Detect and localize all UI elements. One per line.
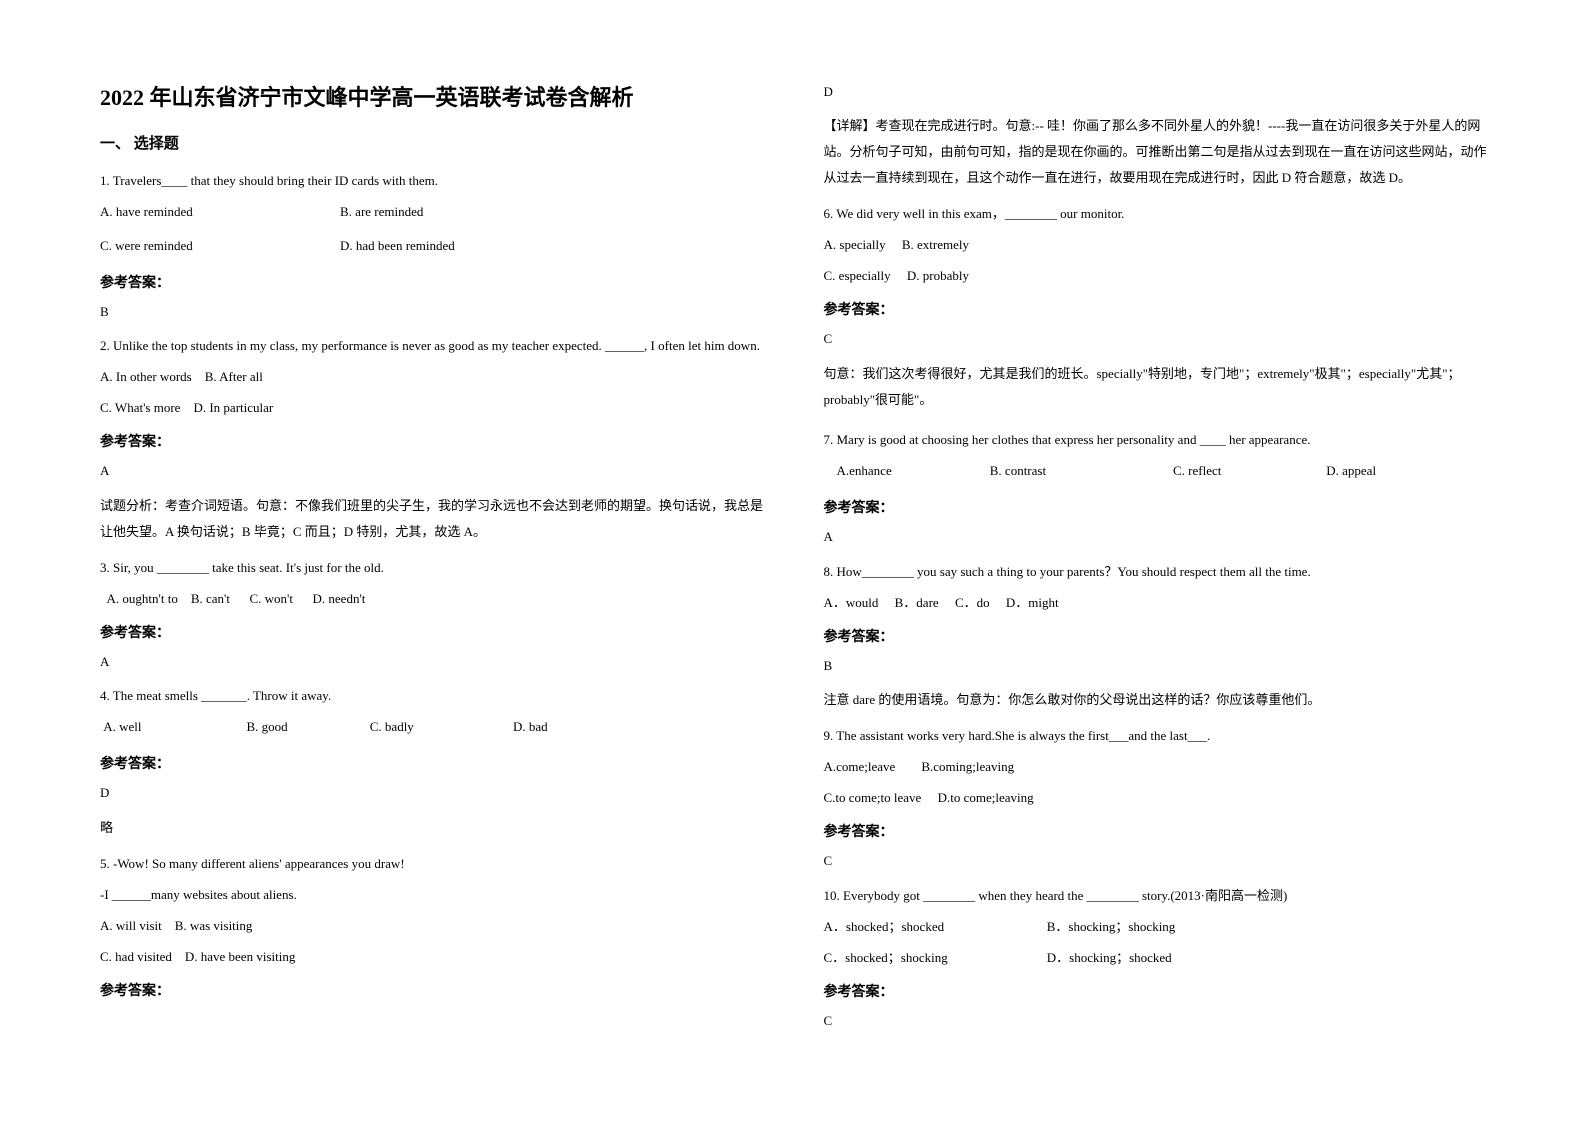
- q4-options: A. well B. good C. badly D. bad: [100, 714, 764, 740]
- q4-explanation: 略: [100, 815, 764, 841]
- question-3: 3. Sir, you ________ take this seat. It'…: [100, 555, 764, 581]
- q5-answer-label: 参考答案：: [100, 980, 764, 1000]
- q1-answer: B: [100, 300, 764, 323]
- q3-answer: A: [100, 650, 764, 673]
- q6-options-row2: C. especially D. probably: [824, 263, 1488, 289]
- q2-optB: B. After all: [205, 369, 263, 384]
- q2-optA: A. In other words: [100, 369, 192, 384]
- q3-optC: C. won't: [250, 591, 294, 606]
- section-header: 一、 选择题: [100, 132, 764, 153]
- q9-options-row2: C.to come;to leave D.to come;leaving: [824, 785, 1488, 811]
- q3-optD: D. needn't: [313, 591, 366, 606]
- q8-optB: B．dare: [895, 595, 939, 610]
- q6-optB: B. extremely: [902, 237, 969, 252]
- q7-optD: D. appeal: [1326, 463, 1376, 478]
- q9-optB: B.coming;leaving: [921, 759, 1014, 774]
- q5-optA: A. will visit: [100, 918, 162, 933]
- q6-optC: C. especially: [824, 268, 891, 283]
- q6-optD: D. probably: [907, 268, 969, 283]
- q6-explanation: 句意：我们这次考得很好，尤其是我们的班长。specially"特别地，专门地"；…: [824, 361, 1488, 413]
- q4-optD: D. bad: [513, 719, 548, 734]
- q5-optD: D. have been visiting: [185, 949, 295, 964]
- q7-answer: A: [824, 525, 1488, 548]
- q7-optA: A.enhance: [837, 458, 987, 484]
- q1-optC: C. were reminded: [100, 233, 280, 259]
- q5-optC: C. had visited: [100, 949, 172, 964]
- q9-answer-label: 参考答案：: [824, 821, 1488, 841]
- q8-explanation: 注意 dare 的使用语境。句意为：你怎么敢对你的父母说出这样的话？你应该尊重他…: [824, 687, 1488, 713]
- q10-answer: C: [824, 1009, 1488, 1032]
- q8-optD: D．might: [1006, 595, 1059, 610]
- q2-options-row2: C. What's more D. In particular: [100, 395, 764, 421]
- q5-options-row1: A. will visit B. was visiting: [100, 913, 764, 939]
- q3-optA: A. oughtn't to: [107, 591, 178, 606]
- question-8: 8. How________ you say such a thing to y…: [824, 559, 1488, 585]
- q6-options-row1: A. specially B. extremely: [824, 232, 1488, 258]
- q9-answer: C: [824, 849, 1488, 872]
- q9-optC: C.to come;to leave: [824, 790, 922, 805]
- q6-answer-label: 参考答案：: [824, 299, 1488, 319]
- question-5-line2: -I ______many websites about aliens.: [100, 882, 764, 908]
- q2-options-row1: A. In other words B. After all: [100, 364, 764, 390]
- question-10: 10. Everybody got ________ when they hea…: [824, 883, 1488, 909]
- q6-answer: C: [824, 327, 1488, 350]
- q3-options: A. oughtn't to B. can't C. won't D. need…: [100, 586, 764, 612]
- q1-optA: A. have reminded: [100, 199, 280, 225]
- q1-optD: D. had been reminded: [340, 233, 455, 259]
- q9-optA: A.come;leave: [824, 759, 896, 774]
- q4-optB: B. good: [247, 714, 367, 740]
- q1-options-row1: A. have reminded B. are reminded: [100, 199, 764, 225]
- q7-answer-label: 参考答案：: [824, 497, 1488, 517]
- q4-optA: A. well: [103, 714, 243, 740]
- question-1: 1. Travelers____ that they should bring …: [100, 168, 764, 194]
- q4-answer: D: [100, 781, 764, 804]
- q8-optC: C．do: [955, 595, 990, 610]
- question-6: 6. We did very well in this exam，_______…: [824, 201, 1488, 227]
- q8-optA: A．would: [824, 595, 879, 610]
- q5-optB: B. was visiting: [175, 918, 253, 933]
- q8-answer: B: [824, 654, 1488, 677]
- q5-options-row2: C. had visited D. have been visiting: [100, 944, 764, 970]
- q10-optA: A．shocked；shocked: [824, 914, 1044, 940]
- q3-answer-label: 参考答案：: [100, 622, 764, 642]
- q7-optB: B. contrast: [990, 458, 1170, 484]
- q4-answer-label: 参考答案：: [100, 753, 764, 773]
- question-5-line1: 5. -Wow! So many different aliens' appea…: [100, 851, 764, 877]
- question-2: 2. Unlike the top students in my class, …: [100, 333, 764, 359]
- q8-options: A．would B．dare C．do D．might: [824, 590, 1488, 616]
- question-9: 9. The assistant works very hard.She is …: [824, 723, 1488, 749]
- q4-optC: C. badly: [370, 714, 510, 740]
- q2-optC: C. What's more: [100, 400, 180, 415]
- q9-optD: D.to come;leaving: [938, 790, 1034, 805]
- q10-options-row1: A．shocked；shocked B．shocking；shocking: [824, 914, 1488, 940]
- q9-options-row1: A.come;leave B.coming;leaving: [824, 754, 1488, 780]
- q10-answer-label: 参考答案：: [824, 981, 1488, 1001]
- q1-answer-label: 参考答案：: [100, 272, 764, 292]
- page-title: 2022 年山东省济宁市文峰中学高一英语联考试卷含解析: [100, 80, 764, 112]
- question-7: 7. Mary is good at choosing her clothes …: [824, 427, 1488, 453]
- q6-optA: A. specially: [824, 237, 886, 252]
- q3-optB: B. can't: [191, 591, 230, 606]
- q10-optC: C．shocked；shocking: [824, 945, 1044, 971]
- question-4: 4. The meat smells _______. Throw it awa…: [100, 683, 764, 709]
- q7-optC: C. reflect: [1173, 458, 1323, 484]
- q2-answer: A: [100, 459, 764, 482]
- q10-optB: B．shocking；shocking: [1047, 919, 1176, 934]
- q10-optD: D．shocking；shocked: [1047, 950, 1172, 965]
- q5-answer: D: [824, 80, 1488, 103]
- right-column: D 【详解】考查现在完成进行时。句意:-- 哇！你画了那么多不同外星人的外貌！-…: [824, 80, 1488, 1042]
- q10-options-row2: C．shocked；shocking D．shocking；shocked: [824, 945, 1488, 971]
- q2-explanation: 试题分析：考查介词短语。句意：不像我们班里的尖子生，我的学习永远也不会达到老师的…: [100, 493, 764, 545]
- q1-optB: B. are reminded: [340, 199, 423, 225]
- q7-options: A.enhance B. contrast C. reflect D. appe…: [824, 458, 1488, 484]
- q5-explanation: 【详解】考查现在完成进行时。句意:-- 哇！你画了那么多不同外星人的外貌！---…: [824, 113, 1488, 191]
- q1-options-row2: C. were reminded D. had been reminded: [100, 233, 764, 259]
- q2-optD: D. In particular: [193, 400, 273, 415]
- q2-answer-label: 参考答案：: [100, 431, 764, 451]
- q8-answer-label: 参考答案：: [824, 626, 1488, 646]
- left-column: 2022 年山东省济宁市文峰中学高一英语联考试卷含解析 一、 选择题 1. Tr…: [100, 80, 764, 1042]
